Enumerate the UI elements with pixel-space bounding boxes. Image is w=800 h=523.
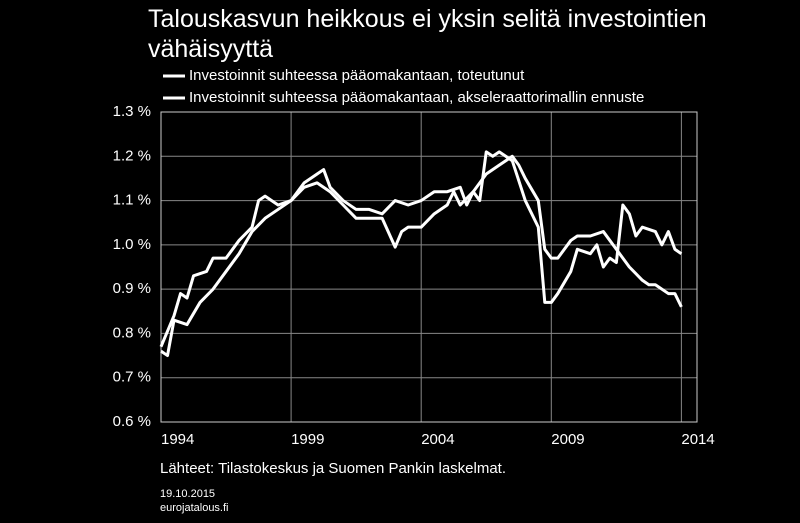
site: eurojatalous.fi [160,502,229,514]
y-tick-label: 0.6 % [113,413,151,430]
x-tick-label: 2009 [551,431,584,448]
y-tick-label: 1.2 % [113,147,151,164]
x-tick-label: 1994 [161,431,194,448]
source: Lähteet: Tilastokeskus ja Suomen Pankin … [160,460,506,477]
legend-label: Investoinnit suhteessa pääomakantaan, ak… [189,89,644,106]
y-tick-label: 0.9 % [113,280,151,297]
x-tick-label: 2014 [681,431,714,448]
y-tick-label: 1.3 % [113,103,151,120]
y-tick-label: 1.0 % [113,236,151,253]
y-tick-label: 1.1 % [113,192,151,209]
series-line [159,154,683,348]
x-tick-label: 1999 [291,431,324,448]
legend-label: Investoinnit suhteessa pääomakantaan, to… [189,67,525,84]
date: 19.10.2015 [160,488,215,500]
y-tick-label: 0.8 % [113,324,151,341]
x-tick-label: 2004 [421,431,454,448]
y-tick-label: 0.7 % [113,369,151,386]
plot-frame [160,111,698,423]
chart-title: Talouskasvun heikkous ei yksin selitä in… [148,5,707,63]
